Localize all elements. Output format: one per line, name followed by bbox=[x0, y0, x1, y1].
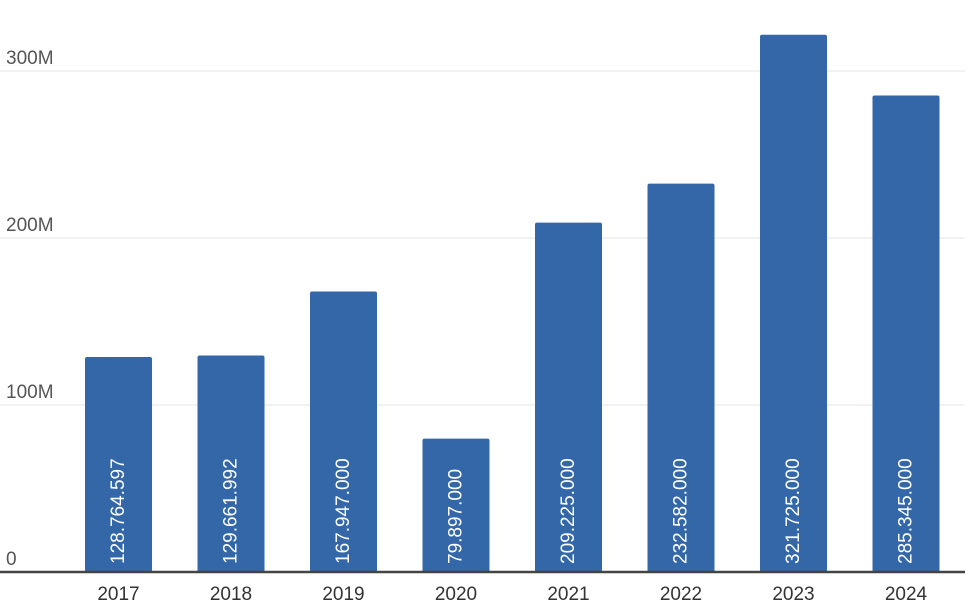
x-tick-label: 2017 bbox=[97, 584, 139, 605]
x-tick-label: 2023 bbox=[772, 584, 814, 605]
bar-value-labels: 128.764.597 129.661.992 167.947.000 79.897.… bbox=[108, 458, 917, 564]
bar-value-label: 79.897.000 bbox=[446, 469, 467, 564]
x-tick-label: 2019 bbox=[322, 584, 364, 605]
x-axis-ticks: 2017 2018 2019 2020 2021 2022 2023 2024 bbox=[97, 584, 927, 605]
y-axis-ticks: 0 100M 200M 300M bbox=[6, 48, 54, 570]
bar-value-label: 285.345.000 bbox=[896, 458, 917, 564]
x-tick-label: 2018 bbox=[210, 584, 252, 605]
bar-value-label: 321.725.000 bbox=[783, 458, 804, 564]
x-tick-label: 2021 bbox=[547, 584, 589, 605]
x-tick-label: 2024 bbox=[885, 584, 928, 605]
y-tick-label: 100M bbox=[6, 382, 54, 403]
bars bbox=[85, 34, 940, 573]
bar-value-label: 232.582.000 bbox=[671, 458, 692, 564]
y-tick-label: 0 bbox=[6, 549, 17, 570]
bar bbox=[85, 356, 152, 572]
bar bbox=[310, 291, 377, 572]
bar-value-label: 167.947.000 bbox=[333, 458, 354, 564]
y-tick-label: 200M bbox=[6, 215, 54, 236]
bar bbox=[647, 183, 715, 572]
x-tick-label: 2022 bbox=[660, 584, 702, 605]
x-tick-label: 2020 bbox=[435, 584, 477, 605]
bar-value-label: 209.225.000 bbox=[558, 458, 579, 564]
bar bbox=[422, 438, 490, 572]
bar bbox=[760, 34, 827, 573]
bar bbox=[872, 95, 940, 572]
bar bbox=[535, 222, 602, 573]
bar-value-label: 128.764.597 bbox=[108, 458, 129, 564]
bar bbox=[197, 355, 265, 572]
y-tick-label: 300M bbox=[6, 48, 54, 69]
bar-value-label: 129.661.992 bbox=[221, 458, 242, 564]
